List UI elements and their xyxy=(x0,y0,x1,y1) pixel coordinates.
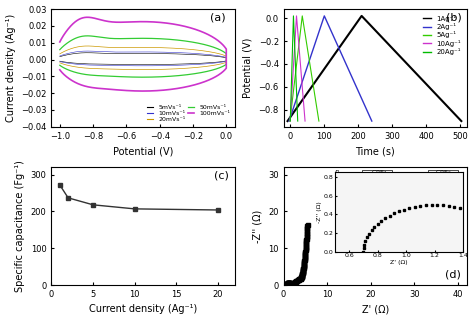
X-axis label: Time (s): Time (s) xyxy=(356,146,395,156)
Text: CPE$_1$: CPE$_1$ xyxy=(371,169,387,177)
Legend: 1Ag⁻¹, 2Ag⁻¹, 5Ag⁻¹, 10Ag⁻¹, 20Ag⁻¹: 1Ag⁻¹, 2Ag⁻¹, 5Ag⁻¹, 10Ag⁻¹, 20Ag⁻¹ xyxy=(420,12,463,57)
Text: (a): (a) xyxy=(210,12,226,23)
X-axis label: Current density (Ag⁻¹): Current density (Ag⁻¹) xyxy=(89,304,197,315)
Y-axis label: Potential (V): Potential (V) xyxy=(243,38,253,98)
Y-axis label: Current density (Ag⁻¹): Current density (Ag⁻¹) xyxy=(6,14,16,122)
Y-axis label: Specific capacitance (Fg⁻¹): Specific capacitance (Fg⁻¹) xyxy=(15,160,25,292)
Legend: 5mVs⁻¹, 10mVs⁻¹, 20mVs⁻¹, 50mVs⁻¹, 100mVs⁻¹: 5mVs⁻¹, 10mVs⁻¹, 20mVs⁻¹, 50mVs⁻¹, 100mV… xyxy=(146,103,231,124)
Text: (d): (d) xyxy=(446,269,461,279)
Text: $Z_w$: $Z_w$ xyxy=(389,178,399,187)
Text: CPE$_2$: CPE$_2$ xyxy=(435,169,451,177)
Text: $R_s$: $R_s$ xyxy=(334,169,343,177)
Text: W: W xyxy=(391,185,397,190)
Text: (b): (b) xyxy=(446,12,461,23)
Text: $R_{ct}$: $R_{ct}$ xyxy=(363,178,373,187)
Y-axis label: -Z'' (Ω): -Z'' (Ω) xyxy=(253,210,263,243)
Text: (c): (c) xyxy=(214,171,229,181)
X-axis label: Z' (Ω): Z' (Ω) xyxy=(362,304,389,315)
X-axis label: Potential (V): Potential (V) xyxy=(113,146,173,156)
